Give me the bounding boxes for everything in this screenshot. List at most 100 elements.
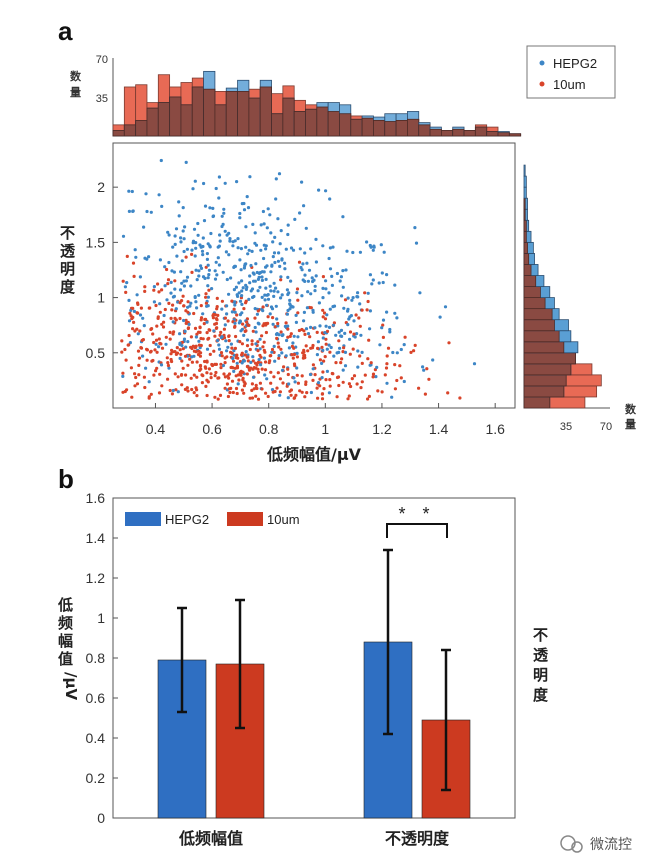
- scatter-point-10um: [200, 381, 204, 385]
- scatter-point-10um: [166, 363, 170, 368]
- scatter-point-10um: [178, 348, 182, 352]
- scatter-point-10um: [340, 357, 344, 361]
- scatter-point-10um: [250, 388, 254, 392]
- scatter-point-10um: [358, 324, 362, 328]
- scatter-point-hepg2: [358, 250, 362, 254]
- legend-hepg2-label: HEPG2: [553, 56, 597, 71]
- scatter-point-hepg2: [300, 294, 304, 298]
- scatter-point-hepg2: [265, 377, 269, 381]
- scatter-point-hepg2: [402, 379, 406, 384]
- scatter-point-hepg2: [253, 325, 257, 330]
- scatter-point-hepg2: [159, 158, 163, 163]
- scatter-point-hepg2: [286, 232, 290, 237]
- scatter-point-10um: [306, 349, 310, 353]
- scatter-point-10um: [243, 353, 247, 357]
- scatter-point-hepg2: [311, 308, 315, 312]
- scatter-point-hepg2: [217, 196, 221, 200]
- scatter-point-10um: [227, 334, 231, 338]
- scatter-point-10um: [263, 350, 267, 354]
- scatter-point-hepg2: [328, 197, 332, 201]
- scatter-point-hepg2: [286, 223, 290, 227]
- bar-ytick-label: 0.8: [86, 650, 106, 666]
- scatter-point-10um: [121, 371, 125, 375]
- scatter-point-hepg2: [259, 248, 263, 252]
- scatter-xtick-label: 1: [321, 421, 329, 437]
- scatter-point-hepg2: [197, 269, 201, 273]
- scatter-point-10um: [235, 391, 239, 396]
- scatter-point-hepg2: [264, 286, 268, 290]
- scatter-point-hepg2: [369, 245, 373, 249]
- scatter-point-10um: [292, 362, 297, 366]
- scatter-point-10um: [335, 375, 340, 380]
- scatter-point-hepg2: [152, 300, 156, 304]
- scatter-point-hepg2: [240, 361, 244, 365]
- scatter-point-10um: [403, 335, 407, 339]
- scatter-point-hepg2: [385, 310, 389, 314]
- scatter-point-10um: [210, 363, 215, 368]
- scatter-point-hepg2: [356, 295, 360, 299]
- scatter-point-hepg2: [308, 372, 313, 377]
- scatter-point-hepg2: [217, 263, 221, 267]
- scatter-point-10um: [315, 330, 319, 334]
- scatter-point-10um: [212, 349, 216, 353]
- scatter-point-hepg2: [233, 310, 237, 314]
- top-hist-ytick-70: 70: [96, 54, 108, 66]
- scatter-point-hepg2: [178, 332, 182, 336]
- scatter-point-hepg2: [194, 335, 198, 339]
- scatter-point-10um: [303, 395, 307, 399]
- scatter-point-hepg2: [202, 181, 206, 186]
- scatter-point-10um: [204, 292, 208, 296]
- scatter-point-hepg2: [273, 260, 277, 265]
- scatter-point-10um: [255, 363, 259, 367]
- scatter-point-hepg2: [331, 245, 335, 249]
- scatter-point-hepg2: [256, 277, 260, 281]
- scatter-point-10um: [286, 372, 290, 377]
- scatter-point-hepg2: [145, 209, 149, 214]
- scatter-point-10um: [180, 359, 184, 363]
- scatter-point-10um: [178, 301, 182, 305]
- scatter-point-hepg2: [270, 263, 274, 267]
- scatter-point-10um: [269, 381, 273, 385]
- scatter-point-hepg2: [295, 351, 299, 355]
- scatter-point-10um: [199, 318, 203, 322]
- scatter-point-10um: [303, 332, 307, 336]
- scatter-point-10um: [253, 316, 257, 320]
- scatter-point-hepg2: [269, 270, 273, 274]
- scatter-point-hepg2: [381, 318, 386, 322]
- scatter-point-hepg2: [138, 313, 143, 317]
- right-hist-xlabel-char2: 量: [625, 418, 636, 431]
- scatter-point-hepg2: [144, 192, 148, 196]
- scatter-point-10um: [270, 347, 275, 352]
- scatter-point-hepg2: [331, 323, 336, 327]
- right-hist-bar-overlap: [523, 330, 560, 343]
- scatter-point-10um: [245, 355, 249, 359]
- scatter-point-hepg2: [218, 233, 222, 237]
- scatter-point-hepg2: [221, 270, 225, 274]
- scatter-point-10um: [182, 304, 186, 308]
- scatter-point-10um: [234, 334, 238, 339]
- scatter-point-10um: [322, 311, 327, 315]
- scatter-point-10um: [204, 295, 208, 299]
- scatter-point-10um: [321, 275, 325, 279]
- panel-b-letter: b: [58, 464, 74, 494]
- scatter-point-hepg2: [228, 237, 232, 241]
- scatter-point-10um: [167, 301, 171, 305]
- scatter-point-hepg2: [213, 269, 217, 273]
- scatter-point-10um: [320, 397, 325, 401]
- scatter-point-hepg2: [194, 246, 198, 250]
- scatter-point-hepg2: [238, 299, 243, 303]
- scatter-point-hepg2: [242, 266, 246, 270]
- scatter-point-hepg2: [348, 337, 352, 341]
- scatter-point-hepg2: [244, 245, 248, 249]
- scatter-point-hepg2: [280, 368, 285, 372]
- scatter-point-10um: [160, 346, 165, 350]
- scatter-point-10um: [310, 346, 315, 350]
- top-hist-bar-overlap: [282, 97, 295, 137]
- scatter-point-10um: [250, 396, 255, 400]
- scatter-point-hepg2: [261, 309, 265, 313]
- scatter-point-hepg2: [341, 215, 345, 219]
- scatter-point-10um: [168, 388, 172, 393]
- scatter-point-hepg2: [414, 241, 419, 245]
- scatter-point-hepg2: [258, 285, 262, 289]
- scatter-point-hepg2: [176, 390, 180, 394]
